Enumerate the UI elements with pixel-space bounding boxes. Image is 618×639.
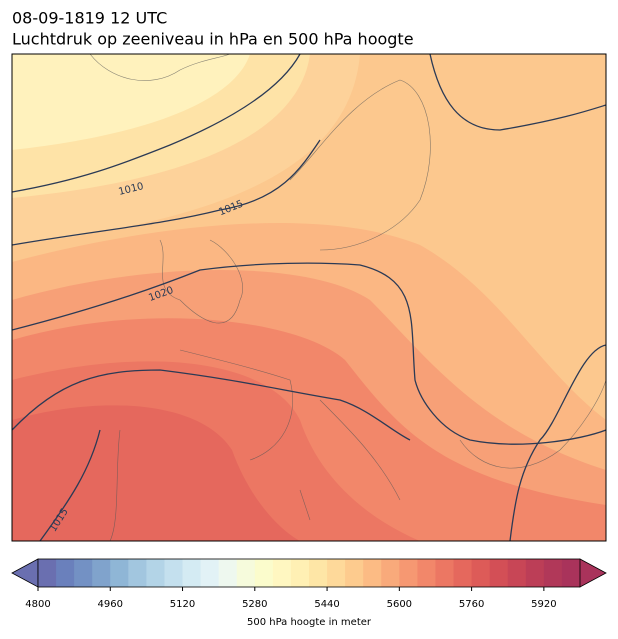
- colorbar-swatch: [363, 559, 382, 587]
- colorbar-swatch: [309, 559, 328, 587]
- colorbar-swatch: [200, 559, 220, 587]
- colorbar-swatch: [56, 559, 75, 587]
- colorbar-tick-label: 4960: [98, 599, 123, 610]
- colorbar-extend: [11, 558, 39, 588]
- colorbar-swatch: [435, 559, 455, 587]
- colorbar-swatch: [381, 559, 400, 587]
- colorbar-swatch: [146, 559, 165, 587]
- colorbar-tick-label: 4800: [25, 599, 50, 610]
- colorbar-swatch: [218, 559, 238, 587]
- colorbar-frame: [37, 558, 581, 588]
- colorbar-extend: [579, 558, 607, 588]
- colorbar-swatch: [507, 559, 527, 587]
- colorbar-tick-label: 5600: [387, 599, 412, 610]
- colorbar-swatch: [399, 559, 418, 587]
- colorbar-tick-label: 5440: [314, 599, 339, 610]
- colorbar-swatch: [92, 559, 111, 587]
- colorbar-swatch: [489, 559, 509, 587]
- title: 08-09-1819 12 UTC: [12, 9, 167, 28]
- colorbar-swatch: [417, 559, 436, 587]
- colorbar-swatch: [128, 559, 147, 587]
- colorbar-swatch: [561, 559, 581, 587]
- colorbar-tick-label: 5280: [242, 599, 267, 610]
- colorbar-swatch: [327, 559, 346, 587]
- colorbar-swatch: [345, 559, 364, 587]
- colorbar-swatch: [254, 559, 274, 587]
- colorbar-label: 500 hPa hoogte in meter: [247, 617, 372, 628]
- colorbar-swatch: [236, 559, 256, 587]
- colorbar-swatch: [453, 559, 473, 587]
- colorbar-swatch: [290, 559, 310, 587]
- colorbar-swatch: [164, 559, 184, 587]
- colorbar-swatch: [543, 559, 563, 587]
- colorbar-swatch: [38, 559, 57, 587]
- map: 1010 1015 1020 1015: [12, 54, 606, 541]
- colorbar-swatch: [74, 559, 93, 587]
- colorbar-swatch: [182, 559, 202, 587]
- colorbar-swatch: [471, 559, 491, 587]
- map-frame: [11, 53, 607, 542]
- colorbar-tick-label: 5760: [459, 599, 484, 610]
- colorbar-swatch: [110, 559, 129, 587]
- colorbar-swatch: [525, 559, 545, 587]
- colorbar-tick-label: 5920: [531, 599, 556, 610]
- colorbar-swatch: [272, 559, 292, 587]
- colorbar-tick-label: 5120: [170, 599, 195, 610]
- subtitle: Luchtdruk op zeeniveau in hPa en 500 hPa…: [12, 30, 414, 49]
